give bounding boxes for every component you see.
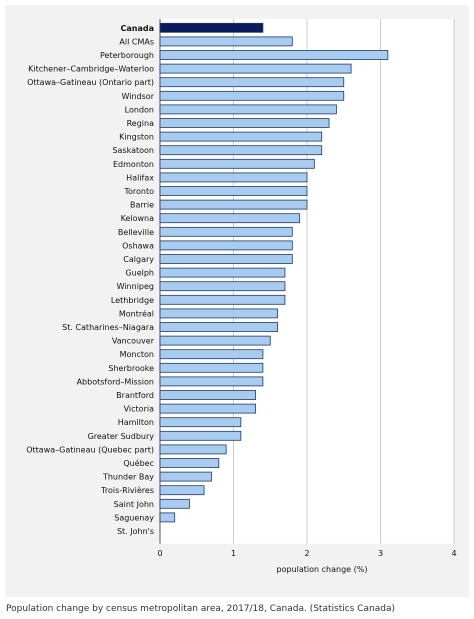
category-label: Kitchener–Cambridge–Waterloo [28, 65, 154, 74]
bar [159, 22, 264, 33]
category-label: London [125, 105, 154, 114]
bar-chart: Canada All CMAs Peterborough Kitchener–Camb… [26, 19, 457, 574]
category-label: Sherbrooke [108, 364, 154, 373]
category-label: Toronto [123, 187, 154, 196]
bar [159, 376, 264, 387]
bar [159, 498, 190, 509]
x-tick-label: 1 [231, 549, 236, 558]
bar [159, 213, 301, 224]
bar [159, 444, 227, 455]
category-label: Abbotsford–Mission [77, 377, 154, 386]
bar [159, 335, 271, 346]
category-label: St. Catharines–Niagara [62, 323, 154, 332]
category-label: Winnipeg [117, 282, 154, 291]
bar [159, 430, 242, 441]
bar [159, 172, 308, 183]
category-label: Vancouver [112, 337, 155, 346]
x-tick-label: 0 [157, 549, 162, 558]
x-tick-labels: 0 1 2 3 4 [157, 549, 456, 558]
bar [159, 50, 389, 60]
bar [159, 390, 256, 400]
category-label: Regina [127, 119, 154, 128]
bar [159, 471, 212, 482]
category-label: Barrie [130, 201, 154, 210]
bar [159, 36, 293, 47]
bars [159, 22, 389, 523]
bar [159, 118, 330, 128]
category-label: Windsor [122, 92, 155, 101]
chart-figure: Canada All CMAs Peterborough Kitchener–Camb… [5, 5, 469, 597]
bar [159, 240, 293, 251]
bar [159, 131, 323, 142]
bar [159, 322, 278, 332]
category-label: St. John's [117, 527, 154, 536]
category-label: Peterborough [100, 51, 154, 60]
category-label: Greater Sudbury [88, 432, 155, 441]
category-label: Guelph [125, 269, 154, 278]
bar [159, 362, 264, 373]
category-label: Calgary [123, 255, 154, 264]
bar [159, 158, 315, 169]
bar [159, 458, 220, 468]
category-label: Saskatoon [112, 146, 154, 155]
category-label: All CMAs [119, 37, 154, 46]
bar [159, 512, 176, 523]
category-label: Brantford [116, 391, 154, 400]
bar [159, 417, 242, 428]
bar [159, 199, 308, 210]
category-label: Edmonton [113, 160, 154, 169]
category-label: Trois-Rivières [100, 485, 154, 495]
category-label: Saguenay [114, 513, 154, 522]
x-tick-label: 3 [378, 549, 383, 558]
category-label: Kelowna [121, 214, 155, 223]
category-label: Halifax [126, 173, 154, 182]
bar [159, 294, 286, 305]
bar [159, 90, 345, 101]
bar [159, 63, 352, 74]
bar [159, 186, 308, 196]
category-label: Canada [121, 24, 155, 33]
category-label: Hamilton [118, 418, 154, 427]
category-label: Montréal [119, 308, 154, 318]
category-label: Victoria [124, 405, 154, 414]
bar [159, 308, 278, 319]
bar [159, 104, 337, 115]
bar [159, 254, 293, 264]
category-label: Lethbridge [111, 296, 154, 305]
category-label: Thunder Bay [102, 473, 154, 482]
bar [159, 267, 286, 278]
bar [159, 349, 264, 360]
x-tick-label: 4 [451, 549, 456, 558]
bar [159, 145, 323, 156]
x-axis-label: population change (%) [277, 565, 368, 574]
bar [159, 226, 293, 237]
bar [159, 403, 256, 414]
category-label: Ottawa–Gatineau (Ontario part) [27, 78, 154, 87]
category-label: Oshawa [122, 241, 154, 250]
category-labels: Canada All CMAs Peterborough Kitchener–Camb… [26, 24, 154, 536]
figure-caption: Population change by census metropolitan… [6, 604, 395, 614]
category-label: Saint John [114, 500, 154, 509]
category-label: Québec [123, 458, 154, 468]
bar [159, 485, 205, 496]
category-label: Ottawa–Gatineau (Quebec part) [26, 445, 154, 454]
category-label: Kingston [119, 133, 154, 142]
category-label: Moncton [120, 350, 154, 359]
bar [159, 77, 345, 88]
bar [159, 281, 286, 292]
category-label: Belleville [118, 228, 154, 237]
x-tick-label: 2 [304, 549, 309, 558]
